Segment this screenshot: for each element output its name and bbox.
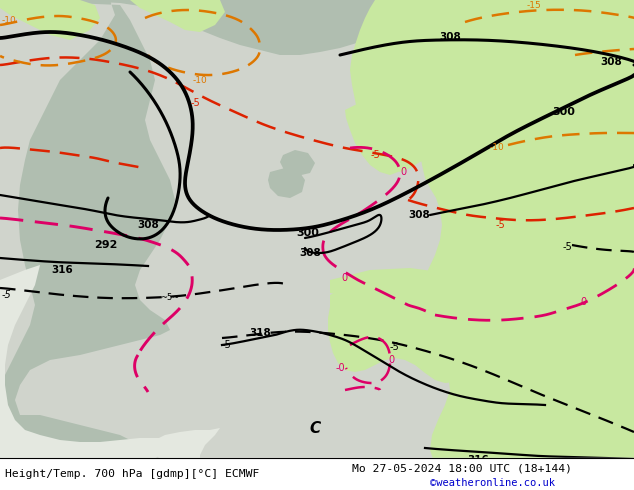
Text: -10: -10 xyxy=(193,76,207,85)
Polygon shape xyxy=(375,0,634,490)
Text: -0: -0 xyxy=(335,363,345,373)
Polygon shape xyxy=(280,150,315,176)
Text: -5: -5 xyxy=(222,340,232,350)
Text: 308: 308 xyxy=(439,32,461,42)
Text: 0: 0 xyxy=(388,355,394,365)
Text: -5: -5 xyxy=(370,150,380,160)
Text: -5: -5 xyxy=(390,342,400,352)
Text: 308: 308 xyxy=(408,210,430,220)
Polygon shape xyxy=(0,380,265,490)
Text: Height/Temp. 700 hPa [gdmp][°C] ECMWF: Height/Temp. 700 hPa [gdmp][°C] ECMWF xyxy=(5,469,259,479)
Text: 318: 318 xyxy=(249,328,271,338)
Polygon shape xyxy=(0,0,100,40)
Polygon shape xyxy=(130,0,225,32)
Text: 292: 292 xyxy=(94,240,118,250)
Text: -5: -5 xyxy=(190,98,200,108)
Text: -10: -10 xyxy=(2,16,16,25)
Text: ©weatheronline.co.uk: ©weatheronline.co.uk xyxy=(430,478,555,488)
Text: 308: 308 xyxy=(600,57,622,67)
Polygon shape xyxy=(0,265,165,490)
Text: 316: 316 xyxy=(51,265,73,275)
Text: 0: 0 xyxy=(342,273,348,283)
Text: Mo 27-05-2024 18:00 UTC (18+144): Mo 27-05-2024 18:00 UTC (18+144) xyxy=(352,463,572,473)
Text: 300: 300 xyxy=(297,228,320,238)
Polygon shape xyxy=(0,0,175,490)
Text: -10: -10 xyxy=(489,143,504,151)
Text: 316: 316 xyxy=(467,455,489,465)
Polygon shape xyxy=(330,0,634,200)
Text: C: C xyxy=(309,420,321,436)
Polygon shape xyxy=(0,0,634,60)
Text: 300: 300 xyxy=(552,107,575,117)
Text: 308: 308 xyxy=(299,248,321,258)
Text: ~5~: ~5~ xyxy=(160,293,179,301)
Text: -5: -5 xyxy=(562,242,572,252)
Polygon shape xyxy=(330,268,470,295)
Text: -5: -5 xyxy=(2,290,12,300)
Text: 308: 308 xyxy=(137,220,159,230)
Text: -5: -5 xyxy=(495,220,505,230)
Polygon shape xyxy=(328,278,490,383)
Polygon shape xyxy=(345,95,420,175)
Text: 0: 0 xyxy=(580,297,586,307)
Polygon shape xyxy=(268,168,305,198)
Polygon shape xyxy=(535,295,634,490)
Text: -15: -15 xyxy=(527,1,541,10)
Text: 0: 0 xyxy=(400,167,406,177)
